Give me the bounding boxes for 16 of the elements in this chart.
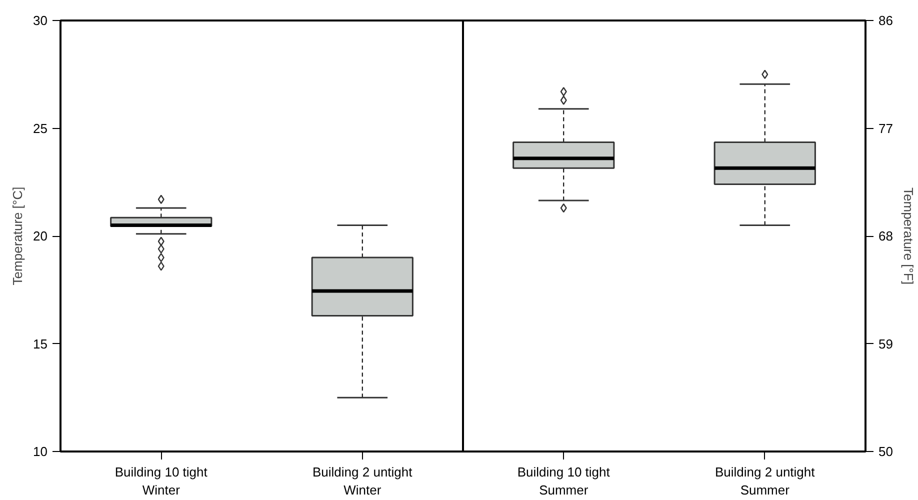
y2-tick-label: 86 (878, 13, 893, 28)
y-tick-label: 30 (33, 13, 48, 28)
y2-tick-label: 50 (878, 444, 893, 459)
x-tick-label: Building 10 tight Summer (517, 464, 610, 498)
y2-axis-title: Temperature [°F] (900, 188, 916, 284)
y-tick-label: 20 (33, 228, 48, 244)
y2-tick-label: 59 (878, 336, 893, 352)
y-tick-label: 25 (33, 120, 48, 136)
x-tick-label: Building 10 tight Winter (114, 464, 208, 498)
y-tick-label: 10 (33, 444, 48, 459)
y2-tick-label: 77 (878, 120, 893, 136)
y-axis-title: Temperature [°C] (10, 186, 26, 286)
x-tick-label: Building 2 untight Winter (312, 464, 413, 498)
y2-tick-label: 68 (878, 228, 893, 244)
y-tick-label: 15 (33, 336, 48, 352)
x-tick-label: Building 2 untight Summer (715, 464, 816, 498)
